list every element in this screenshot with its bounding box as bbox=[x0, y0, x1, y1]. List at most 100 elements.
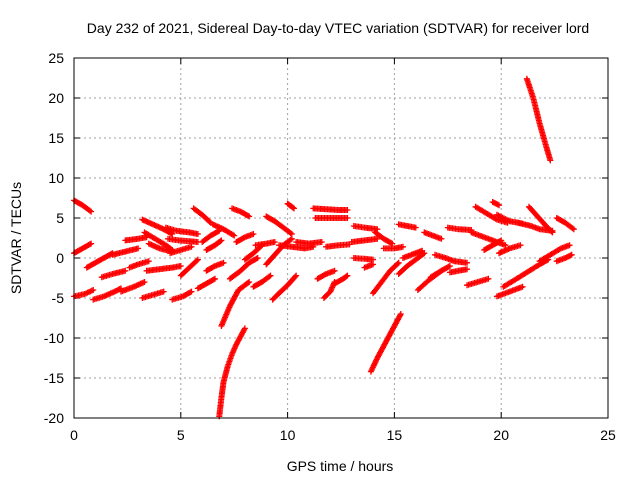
data-track bbox=[216, 325, 248, 420]
data-point bbox=[446, 263, 453, 269]
x-tick-label: 10 bbox=[280, 427, 296, 443]
data-point bbox=[206, 218, 213, 225]
data-point bbox=[194, 231, 201, 237]
data-track bbox=[98, 267, 129, 281]
x-axis-label: GPS time / hours bbox=[287, 458, 394, 474]
data-point bbox=[547, 157, 554, 164]
data-track bbox=[269, 272, 300, 303]
data-point bbox=[519, 283, 526, 290]
data-track bbox=[218, 279, 253, 329]
data-point bbox=[344, 272, 351, 279]
data-point bbox=[86, 241, 93, 248]
data-point bbox=[210, 276, 217, 283]
data-point bbox=[254, 255, 261, 261]
data-point bbox=[231, 232, 238, 239]
data-track bbox=[203, 259, 227, 274]
data-track bbox=[226, 255, 261, 282]
data-point bbox=[253, 255, 260, 262]
data-point bbox=[246, 213, 253, 220]
data-track bbox=[190, 205, 214, 226]
data-point bbox=[517, 242, 524, 249]
data-point bbox=[496, 238, 503, 245]
data-point bbox=[88, 208, 95, 215]
y-tick-label: 0 bbox=[56, 250, 64, 266]
y-tick-label: 5 bbox=[56, 210, 64, 226]
data-point bbox=[211, 275, 218, 282]
data-point bbox=[160, 288, 167, 295]
data-point bbox=[445, 263, 452, 270]
data-point bbox=[193, 257, 200, 264]
data-track bbox=[250, 272, 274, 290]
data-point bbox=[374, 226, 381, 233]
data-point bbox=[568, 251, 575, 258]
data-track bbox=[83, 250, 116, 271]
data-point bbox=[188, 288, 195, 295]
data-point bbox=[438, 235, 445, 242]
data-point bbox=[412, 224, 419, 231]
data-point bbox=[344, 215, 351, 221]
data-point bbox=[492, 215, 499, 222]
data-series bbox=[71, 75, 577, 420]
x-tick-label: 15 bbox=[387, 427, 403, 443]
data-track bbox=[361, 261, 377, 271]
data-point bbox=[566, 242, 573, 249]
y-tick-label: -15 bbox=[44, 370, 64, 386]
y-tick-label: 10 bbox=[48, 170, 64, 186]
data-track bbox=[370, 259, 402, 297]
data-point bbox=[250, 231, 257, 237]
data-track bbox=[348, 235, 381, 245]
data-point bbox=[464, 266, 471, 273]
data-track bbox=[367, 311, 404, 375]
y-tick-label: -5 bbox=[52, 290, 65, 306]
data-point bbox=[244, 212, 251, 219]
data-point bbox=[244, 279, 251, 286]
grid bbox=[74, 58, 608, 418]
data-point bbox=[246, 279, 253, 285]
data-point bbox=[370, 261, 377, 268]
data-point bbox=[287, 236, 294, 243]
data-track bbox=[252, 239, 278, 249]
data-track bbox=[126, 258, 152, 271]
data-track bbox=[472, 203, 511, 226]
data-point bbox=[271, 239, 278, 245]
data-point bbox=[556, 246, 563, 253]
data-point bbox=[397, 311, 404, 317]
x-tick-label: 5 bbox=[177, 427, 185, 443]
data-point bbox=[88, 240, 95, 247]
y-tick-label: 25 bbox=[48, 50, 64, 66]
data-track bbox=[464, 275, 492, 289]
data-track bbox=[481, 237, 505, 253]
data-track bbox=[314, 267, 338, 282]
data-track bbox=[350, 255, 377, 263]
y-tick-label: 20 bbox=[48, 90, 64, 106]
data-track bbox=[162, 224, 201, 237]
plot-frame bbox=[73, 57, 609, 419]
data-track bbox=[169, 288, 195, 303]
data-point bbox=[293, 272, 300, 279]
data-track bbox=[331, 272, 351, 287]
data-track bbox=[395, 221, 419, 231]
data-point bbox=[548, 228, 555, 235]
data-point bbox=[241, 326, 248, 333]
data-point bbox=[498, 237, 505, 244]
y-tick-label: 15 bbox=[48, 130, 64, 146]
data-point bbox=[291, 205, 298, 212]
data-track bbox=[117, 279, 148, 295]
data-point bbox=[122, 267, 129, 274]
data-point bbox=[188, 243, 195, 250]
data-track bbox=[523, 75, 554, 164]
data-point bbox=[570, 226, 577, 233]
data-track bbox=[350, 223, 381, 233]
data-point bbox=[343, 273, 350, 280]
data-track bbox=[323, 241, 353, 250]
chart-title: Day 232 of 2021, Sidereal Day-to-day VTE… bbox=[87, 20, 589, 36]
data-point bbox=[145, 258, 152, 265]
data-track bbox=[536, 242, 573, 265]
data-point bbox=[388, 239, 395, 246]
data-point bbox=[241, 325, 248, 332]
data-track bbox=[199, 227, 223, 245]
data-track bbox=[421, 229, 445, 242]
data-track bbox=[431, 251, 471, 266]
